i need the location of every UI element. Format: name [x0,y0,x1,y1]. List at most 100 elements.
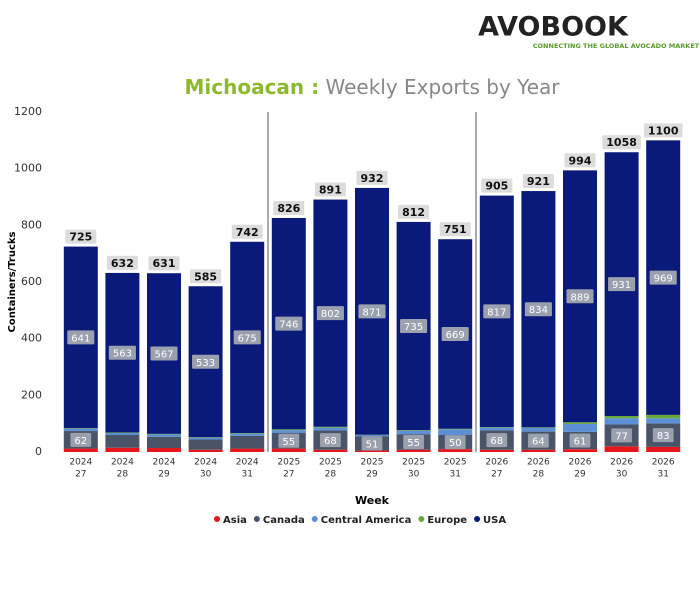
x-tick-label: 2024 [194,458,217,468]
data-label: 871 [362,307,381,318]
data-label: 735 [404,322,423,333]
x-tick-label: 27 [491,470,502,480]
bar-segment [479,427,514,428]
total-label-bg [602,135,641,150]
y-tick-label: 0 [35,445,42,458]
x-tick-label: 2024 [69,458,92,468]
data-label: 83 [657,431,670,442]
bar-segment [646,446,681,452]
total-label: 742 [236,226,259,239]
bar-segment [188,439,223,450]
x-tick-label: 29 [366,470,378,480]
x-tick-label: 28 [533,470,545,480]
bar-segment [271,430,306,434]
total-label-bg [273,200,305,215]
title-main: Weekly Exports by Year [325,75,560,99]
data-label-bg [652,428,674,443]
data-label: 55 [282,437,295,448]
bar-segment [438,428,473,430]
bar-segment [188,437,223,440]
data-label-bg [275,316,303,331]
data-label-bg [361,436,383,451]
total-label-bg [190,269,222,284]
data-label: 802 [321,309,340,320]
x-tick-label: 2025 [277,458,300,468]
data-label-bg [192,354,220,369]
bar-segment [563,422,597,424]
x-tick-label: 2026 [527,458,550,468]
bar-segment [105,433,140,435]
x-tick-label: 28 [117,470,129,480]
data-label: 969 [654,274,673,285]
total-label-bg [106,255,138,270]
total-label: 751 [444,223,467,236]
data-label-bg [486,433,508,448]
bar-segment [646,414,681,419]
x-tick-label: 31 [657,470,668,480]
x-tick-label: 27 [283,470,294,480]
data-label-bg [150,346,178,361]
data-label-bg [400,319,428,334]
x-tick-label: 30 [616,470,628,480]
data-label-bg [566,289,594,304]
data-label: 64 [532,437,545,448]
bar-segment [521,427,556,428]
data-label: 68 [324,436,337,447]
x-tick-label: 2026 [485,458,508,468]
x-tick-label: 2025 [402,458,425,468]
bar-segment [188,449,223,452]
bar-segment [313,426,348,428]
data-label-bg [528,433,549,448]
bar-segment [604,416,639,419]
total-label-bg [398,204,430,219]
data-label: 563 [113,349,132,360]
y-tick-label: 1200 [14,105,42,118]
bar-segment [63,428,98,432]
legend-swatch [214,516,220,522]
total-label: 725 [69,231,92,244]
total-label: 632 [111,257,134,270]
data-label: 68 [490,436,503,447]
chart-title: Michoacan : Weekly Exports by Year [184,75,560,99]
data-label-bg [358,304,386,319]
bar-segment [355,450,389,452]
total-label-bg [231,224,263,239]
total-label: 1100 [648,124,679,137]
total-label-bg [522,174,554,189]
bar-segment [563,449,597,452]
total-label-bg [439,222,471,237]
total-label: 994 [569,154,592,167]
data-label-bg [524,302,552,317]
data-label-bg [403,434,424,449]
logo-tagline: CONNECTING THE GLOBAL AVOCADO MARKET [533,42,700,50]
bar-segment [105,447,140,452]
legend-swatch [253,516,260,522]
bar-segment [147,434,181,437]
legend-swatch [474,516,481,522]
logo-name: AVOBOOK [478,12,629,43]
data-label-bg [444,435,466,450]
data-label-bg [483,304,511,319]
bar-segment [396,430,431,431]
bar-segment [438,449,473,452]
data-label-bg [441,326,469,341]
legend-label: Central America [321,515,412,526]
bar-segment [646,418,681,424]
bar-segment [438,429,473,435]
data-label: 641 [71,333,90,344]
bar-segment [230,433,265,436]
bar-segment [105,432,140,434]
bar-segment [105,435,140,448]
x-tick-label: 2026 [652,458,675,468]
data-label: 61 [574,437,587,448]
y-tick-label: 400 [21,332,42,345]
x-tick-label: 2026 [569,458,592,468]
data-label: 533 [196,358,215,369]
total-label-bg [148,256,180,271]
data-label-bg [233,330,261,345]
data-label: 55 [407,438,420,449]
bar-segment [63,428,98,429]
legend-label: USA [483,515,506,526]
y-tick-label: 1000 [14,162,42,175]
